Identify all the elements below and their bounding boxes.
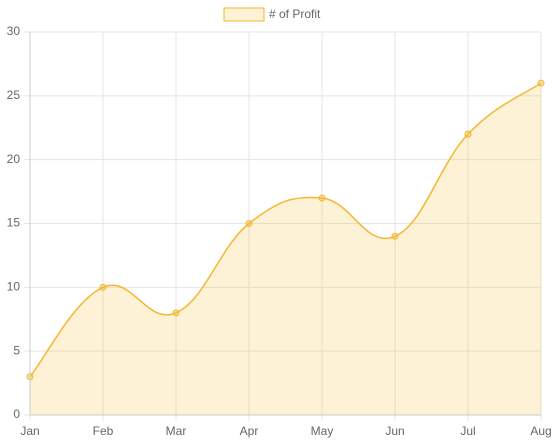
point	[172, 309, 180, 317]
area	[30, 83, 541, 416]
y-tick-label: 25	[7, 88, 21, 102]
point	[391, 232, 399, 240]
legend-label[interactable]: # of Profit	[269, 7, 321, 21]
y-tick-label: 0	[13, 407, 20, 421]
x-tick-label: Feb	[93, 424, 114, 438]
y-tick-label: 10	[7, 280, 21, 294]
point	[99, 283, 107, 291]
x-tick-label: Apr	[240, 424, 259, 438]
x-tick-label: Jun	[385, 424, 404, 438]
y-tick-label: 15	[7, 216, 21, 230]
line	[29, 82, 542, 378]
point	[464, 130, 472, 138]
point	[537, 79, 545, 87]
point	[245, 220, 253, 227]
y-tick-label: 20	[7, 152, 21, 166]
x-tick-label: May	[311, 424, 334, 438]
point	[318, 194, 326, 202]
y-tick-label: 5	[13, 343, 20, 357]
x-tick-label: Aug	[530, 424, 551, 438]
x-tick-label: Jul	[460, 424, 475, 438]
x-tick-label: Jan	[20, 424, 39, 438]
x-tick-label: Mar	[166, 424, 187, 438]
y-tick-label: 30	[7, 24, 21, 38]
legend-swatch[interactable]	[223, 7, 265, 22]
